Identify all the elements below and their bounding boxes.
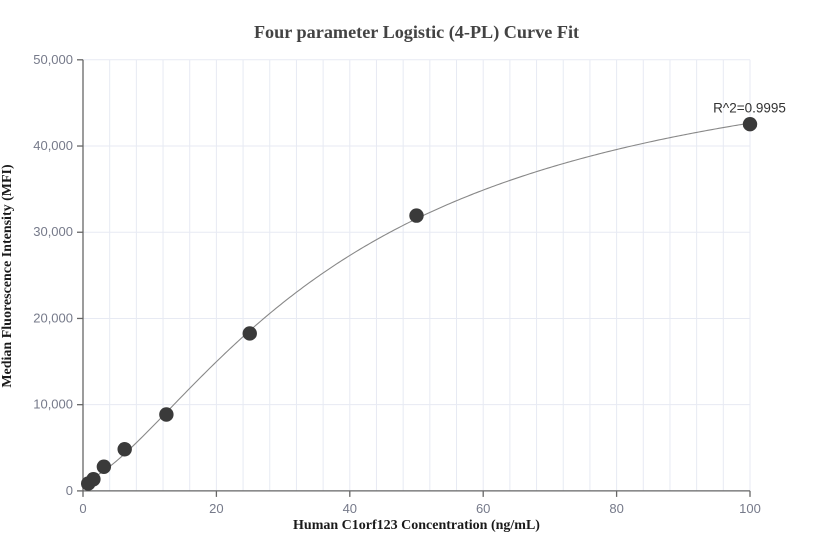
- svg-text:100: 100: [739, 501, 761, 516]
- svg-text:R^2=0.9995: R^2=0.9995: [713, 101, 786, 116]
- svg-text:0: 0: [66, 483, 73, 498]
- svg-text:10,000: 10,000: [33, 397, 73, 412]
- svg-text:40: 40: [343, 501, 357, 516]
- svg-text:80: 80: [609, 501, 623, 516]
- svg-text:40,000: 40,000: [33, 138, 73, 153]
- svg-text:20,000: 20,000: [33, 310, 73, 325]
- svg-text:20: 20: [209, 501, 223, 516]
- svg-text:0: 0: [79, 501, 86, 516]
- svg-text:60: 60: [476, 501, 490, 516]
- svg-text:50,000: 50,000: [33, 52, 73, 67]
- svg-text:30,000: 30,000: [33, 224, 73, 239]
